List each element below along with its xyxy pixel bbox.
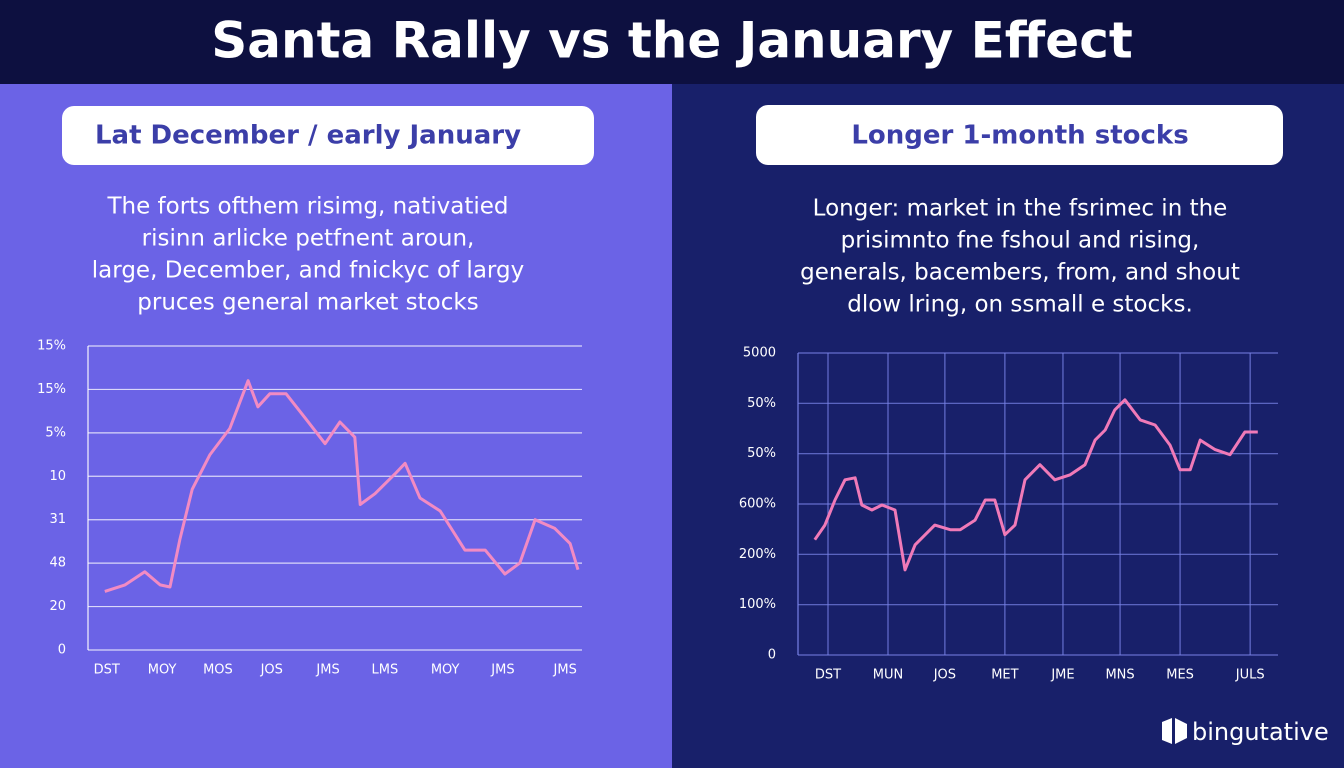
panel-description: Longer: market in the fsrimec in the <box>813 196 1228 222</box>
brand-logo: bingutative <box>1162 718 1329 746</box>
panel-description: dlow lring, on ssmall e stocks. <box>847 292 1193 318</box>
x-tick-label: MOY <box>148 663 177 678</box>
panel-header: Lat December / early January <box>95 121 521 151</box>
x-tick-label: MUN <box>873 668 903 683</box>
x-tick-label: JMS <box>490 663 514 678</box>
x-tick-label: DST <box>94 663 120 678</box>
x-tick-label: MOY <box>431 663 460 678</box>
data-line <box>813 398 1258 572</box>
y-tick-label: 100% <box>739 597 776 612</box>
y-tick-label: 5000 <box>743 346 776 361</box>
header-pill <box>62 106 594 165</box>
brand-icon <box>1162 718 1187 744</box>
y-tick-label: 10 <box>49 469 66 484</box>
y-tick-label: 15% <box>37 339 66 354</box>
x-tick-label: JME <box>1050 668 1074 683</box>
x-tick-label: MOS <box>203 663 233 678</box>
y-tick-label: 15% <box>37 382 66 397</box>
y-tick-label: 31 <box>49 512 66 527</box>
panel-description: prisimnto fne fshoul and rising, <box>841 228 1200 254</box>
brand-text: bingutative <box>1192 718 1329 746</box>
x-tick-label: JOS <box>260 663 283 678</box>
y-tick-label: 5% <box>45 425 66 440</box>
x-tick-label: MNS <box>1105 668 1134 683</box>
x-tick-label: MES <box>1166 668 1194 683</box>
panel-description: The forts ofthem risimg, nativatied <box>106 194 508 220</box>
x-tick-label: JMS <box>315 663 339 678</box>
x-tick-label: JOS <box>933 668 956 683</box>
data-line <box>104 379 580 593</box>
page-title: Santa Rally vs the January Effect <box>211 12 1133 70</box>
y-tick-label: 0 <box>768 648 776 663</box>
header-pill <box>756 105 1283 165</box>
panel-description: large, December, and fnickyc of largy <box>92 258 524 284</box>
x-tick-label: LMS <box>372 663 399 678</box>
panel-description: generals, bacembers, from, and shout <box>800 260 1240 286</box>
x-tick-label: MET <box>991 668 1018 683</box>
y-tick-label: 600% <box>739 497 776 512</box>
panel-header: Longer 1-month stocks <box>851 121 1188 151</box>
y-tick-label: 48 <box>49 556 66 571</box>
y-tick-label: 50% <box>747 446 776 461</box>
title-banner <box>0 0 1344 84</box>
y-tick-label: 200% <box>739 547 776 562</box>
x-tick-label: DST <box>815 668 841 683</box>
y-tick-label: 20 <box>49 599 66 614</box>
x-tick-label: JULS <box>1235 668 1265 683</box>
y-tick-label: 0 <box>58 643 66 658</box>
y-tick-label: 50% <box>747 396 776 411</box>
x-tick-label: JMS <box>553 663 577 678</box>
panel-description: pruces general market stocks <box>137 290 478 316</box>
panel-description: risinn arlicke petfnent aroun, <box>142 226 475 252</box>
